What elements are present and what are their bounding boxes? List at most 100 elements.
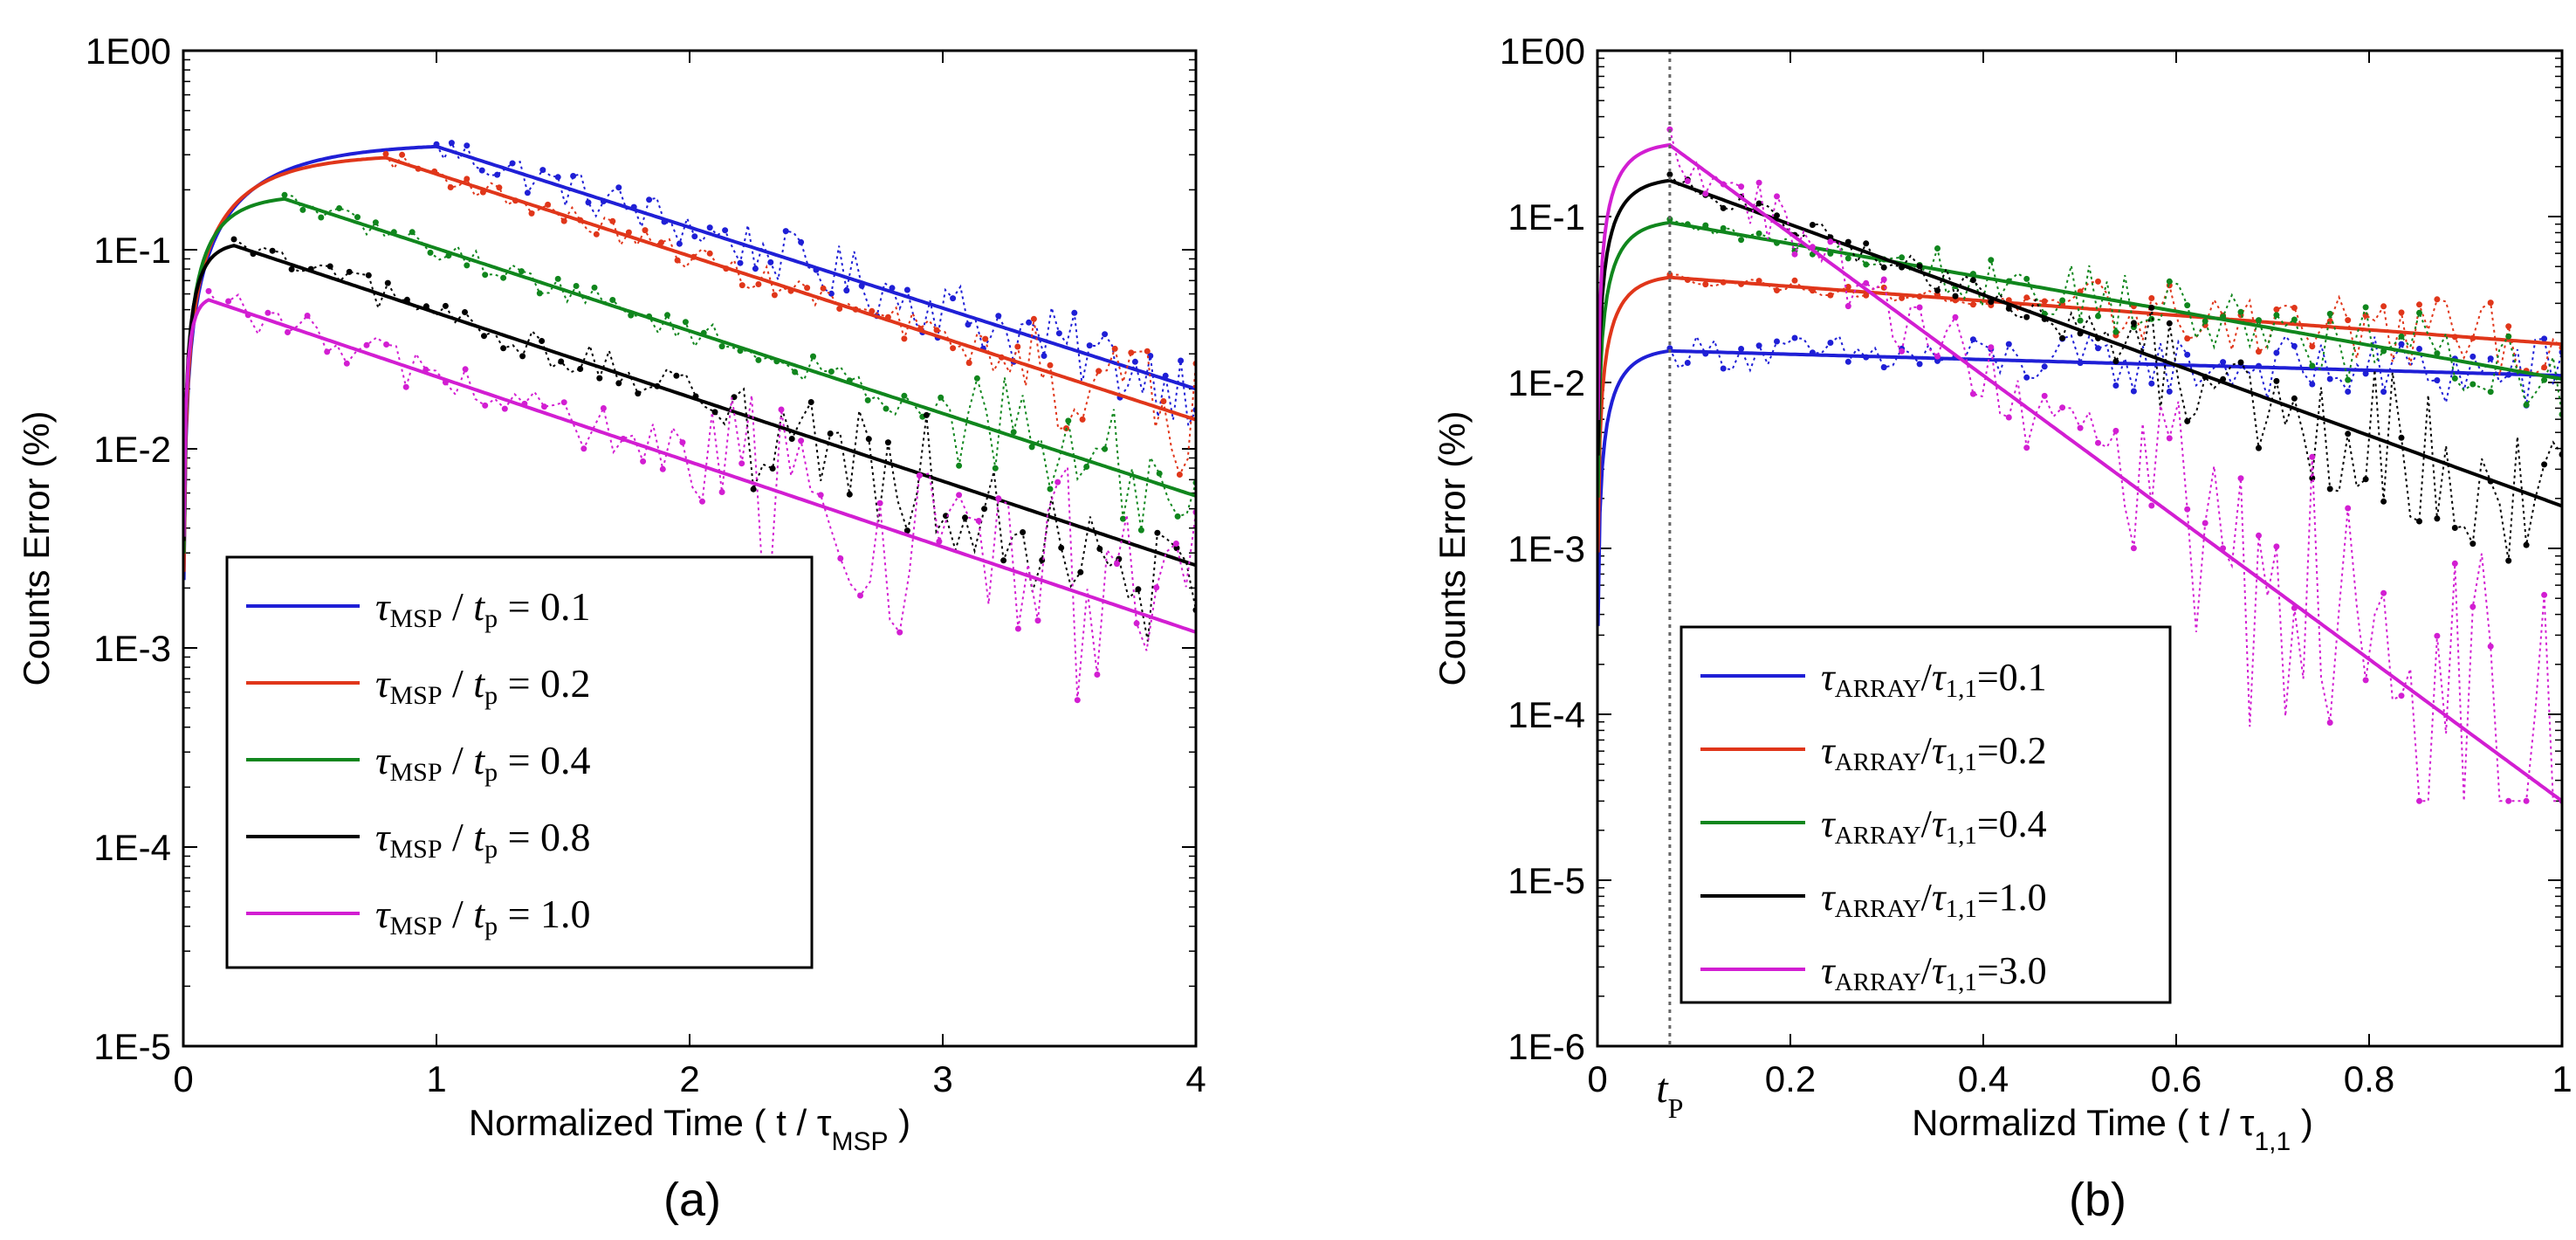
legend-a: τMSP / tp = 0.1 τMSP / tp = 0.2 τMSP / tp … (225, 555, 814, 969)
sample-point (2023, 294, 2030, 301)
sample-point (664, 312, 670, 319)
sample-point (2005, 278, 2012, 285)
legend-label-red: τARRAY/τ1,1=0.2 (1821, 729, 2047, 776)
sample-point (1178, 357, 1185, 364)
legend-label-blue: τMSP / tp = 0.1 (375, 584, 591, 633)
sample-point (2023, 313, 2030, 320)
sample-point (2541, 461, 2548, 468)
sample-point (1809, 349, 1816, 356)
sample-point (518, 268, 525, 275)
sample-point (1176, 472, 1183, 478)
sample-point (307, 265, 314, 272)
sample-point (1020, 529, 1027, 535)
sample-point (1128, 349, 1135, 356)
sample-point (577, 366, 584, 372)
fit-line-green (1597, 220, 2562, 498)
sample-point (478, 167, 485, 174)
sample-point (1755, 179, 1762, 186)
sample-point (1014, 625, 1021, 632)
sample-point (285, 329, 291, 335)
sample-point (1047, 486, 1054, 493)
sample-point (2202, 318, 2208, 325)
sample-point (738, 282, 745, 289)
sample-point (1047, 362, 1054, 369)
sample-point (1934, 287, 1941, 294)
sample-point (2130, 388, 2137, 395)
sample-point (2148, 315, 2155, 322)
sample-point (1844, 303, 1851, 310)
sample-point (1028, 444, 1035, 451)
sample-point (936, 538, 943, 545)
sample-point (836, 306, 843, 312)
sample-point (2148, 295, 2155, 301)
sample-point (264, 309, 271, 316)
sample-point (1774, 193, 1780, 200)
sample-point (431, 168, 438, 175)
sample-point (554, 174, 561, 181)
sample-point (1720, 204, 1727, 211)
sample-point (820, 285, 827, 292)
sample-point (2470, 381, 2476, 388)
sample-point (2112, 328, 2119, 335)
sample-point (1055, 330, 1062, 337)
sample-point (2380, 498, 2387, 505)
sample-point (545, 201, 552, 208)
sample-point (1074, 697, 1081, 704)
sample-point (448, 140, 455, 147)
sample-point (1899, 264, 1906, 271)
sample-point (810, 353, 816, 360)
sample-point (654, 382, 661, 389)
sample-point (2148, 380, 2155, 387)
sample-point (281, 191, 288, 198)
sample-point (1934, 353, 1941, 360)
sample-point (769, 465, 776, 472)
sample-point (445, 252, 452, 259)
sample-point (1702, 222, 1709, 229)
sample-point (981, 506, 988, 513)
sample-point (2237, 359, 2244, 366)
y-tick-label: 1E-1 (1508, 196, 1585, 238)
sample-point (827, 431, 834, 437)
sample-point (1153, 584, 1160, 591)
sample-point (354, 214, 361, 221)
sample-point (2220, 545, 2227, 552)
sample-point (2470, 541, 2476, 548)
sample-point (1863, 240, 1870, 247)
sample-point (2184, 302, 2191, 309)
sample-point (2345, 505, 2352, 512)
legend-label-green: τARRAY/τ1,1=0.4 (1821, 803, 2047, 850)
sample-point (2541, 591, 2548, 598)
sample-point (773, 358, 780, 365)
sample-point (2326, 375, 2333, 382)
sample-point (674, 257, 681, 264)
sample-point (1755, 200, 1762, 207)
sample-point (798, 238, 805, 245)
sample-point (299, 206, 306, 213)
sample-point (956, 462, 963, 469)
sample-point (635, 390, 642, 397)
sample-point (464, 262, 471, 269)
sample-point (2166, 320, 2173, 327)
sample-point (2184, 417, 2191, 424)
sample-point (846, 377, 853, 384)
y-tick-label: 1E00 (1500, 31, 1585, 72)
sample-point (2416, 346, 2422, 352)
sample-point (409, 229, 416, 236)
sample-point (390, 229, 397, 236)
sample-point (995, 495, 1002, 502)
sample-point (2487, 478, 2494, 485)
sample-point (1755, 230, 1762, 237)
sample-point (1863, 279, 1870, 286)
y-tick-label: 1E-2 (93, 429, 171, 470)
sample-point (1102, 445, 1109, 452)
sample-point (722, 227, 729, 234)
sample-point (2166, 435, 2173, 442)
legend-label-black: τMSP / tp = 0.8 (375, 815, 591, 864)
sample-point (2487, 355, 2494, 362)
sample-point (1173, 545, 1180, 552)
sample-point (884, 313, 891, 320)
sample-point (752, 265, 759, 272)
sample-point (767, 258, 774, 265)
sample-point (1144, 348, 1151, 355)
sample-point (1809, 287, 1816, 294)
